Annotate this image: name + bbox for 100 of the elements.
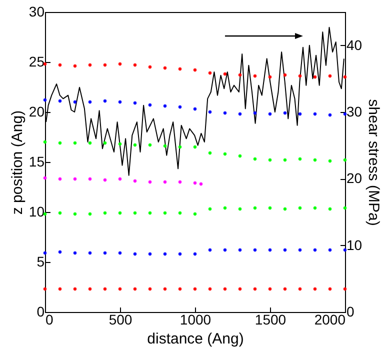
point bbox=[103, 251, 107, 255]
point bbox=[58, 177, 62, 181]
point bbox=[253, 248, 257, 252]
point bbox=[118, 100, 122, 104]
point bbox=[283, 287, 287, 291]
point bbox=[193, 252, 197, 256]
y2-axis-title: shear stress (MPa) bbox=[365, 99, 382, 226]
point bbox=[343, 158, 347, 162]
point bbox=[238, 207, 242, 211]
point bbox=[313, 75, 317, 79]
point bbox=[343, 248, 347, 252]
point bbox=[283, 158, 287, 162]
point bbox=[253, 157, 257, 161]
x-tick-label: 1000 bbox=[180, 312, 212, 328]
point bbox=[313, 158, 317, 162]
point bbox=[43, 176, 47, 180]
point bbox=[268, 75, 272, 79]
point bbox=[193, 181, 197, 185]
y-tick-label: 10 bbox=[28, 204, 45, 220]
point bbox=[133, 143, 137, 147]
point bbox=[343, 112, 347, 116]
point bbox=[103, 211, 107, 215]
point bbox=[223, 72, 227, 76]
point bbox=[298, 248, 302, 252]
point bbox=[343, 75, 347, 79]
point bbox=[88, 212, 92, 216]
point bbox=[103, 99, 107, 103]
point bbox=[193, 287, 197, 291]
point bbox=[148, 65, 152, 69]
y2-tick-label: 10 bbox=[346, 236, 362, 253]
point bbox=[283, 111, 287, 115]
point bbox=[118, 62, 122, 66]
point bbox=[43, 98, 47, 102]
point bbox=[193, 107, 197, 111]
point bbox=[73, 212, 77, 216]
point bbox=[133, 101, 137, 105]
point bbox=[268, 112, 272, 116]
point bbox=[148, 211, 152, 215]
point bbox=[133, 63, 137, 67]
point bbox=[208, 110, 212, 114]
point bbox=[103, 178, 107, 182]
point bbox=[58, 211, 62, 215]
point bbox=[283, 73, 287, 77]
point bbox=[328, 248, 332, 252]
point bbox=[223, 111, 227, 115]
point bbox=[163, 144, 167, 148]
point bbox=[118, 287, 122, 291]
point bbox=[133, 287, 137, 291]
point bbox=[43, 251, 47, 255]
point bbox=[58, 141, 62, 145]
point bbox=[283, 248, 287, 252]
point bbox=[178, 252, 182, 256]
point bbox=[88, 63, 92, 67]
point bbox=[208, 151, 212, 155]
point bbox=[148, 180, 152, 184]
y2-tick-label: 40 bbox=[346, 36, 362, 53]
point bbox=[313, 112, 317, 116]
point bbox=[43, 287, 47, 291]
point bbox=[199, 182, 203, 186]
point bbox=[163, 180, 167, 184]
point bbox=[208, 287, 212, 291]
point bbox=[73, 251, 77, 255]
point bbox=[268, 158, 272, 162]
point bbox=[133, 252, 137, 256]
point bbox=[178, 287, 182, 291]
point bbox=[223, 206, 227, 210]
y-tick-label: 20 bbox=[28, 104, 45, 120]
point bbox=[118, 211, 122, 215]
point bbox=[148, 252, 152, 256]
point bbox=[253, 206, 257, 210]
point bbox=[133, 179, 137, 183]
point bbox=[118, 177, 122, 181]
y-tick-label: 30 bbox=[28, 4, 45, 20]
point bbox=[163, 104, 167, 108]
point bbox=[343, 206, 347, 210]
point bbox=[43, 140, 47, 144]
point bbox=[208, 207, 212, 211]
point bbox=[178, 105, 182, 109]
x-tick-label: 2000 bbox=[314, 312, 346, 328]
point bbox=[88, 251, 92, 255]
point bbox=[163, 211, 167, 215]
point bbox=[298, 112, 302, 116]
point bbox=[298, 206, 302, 210]
point bbox=[208, 71, 212, 75]
point bbox=[103, 287, 107, 291]
point bbox=[238, 248, 242, 252]
point bbox=[253, 74, 257, 78]
point bbox=[328, 74, 332, 78]
point bbox=[328, 207, 332, 211]
point bbox=[133, 211, 137, 215]
point bbox=[298, 74, 302, 78]
point bbox=[313, 248, 317, 252]
point bbox=[193, 145, 197, 149]
point bbox=[163, 287, 167, 291]
point bbox=[148, 103, 152, 107]
point bbox=[58, 63, 62, 67]
point bbox=[328, 113, 332, 117]
y-tick-label: 15 bbox=[28, 154, 45, 170]
point bbox=[178, 180, 182, 184]
point bbox=[88, 141, 92, 145]
